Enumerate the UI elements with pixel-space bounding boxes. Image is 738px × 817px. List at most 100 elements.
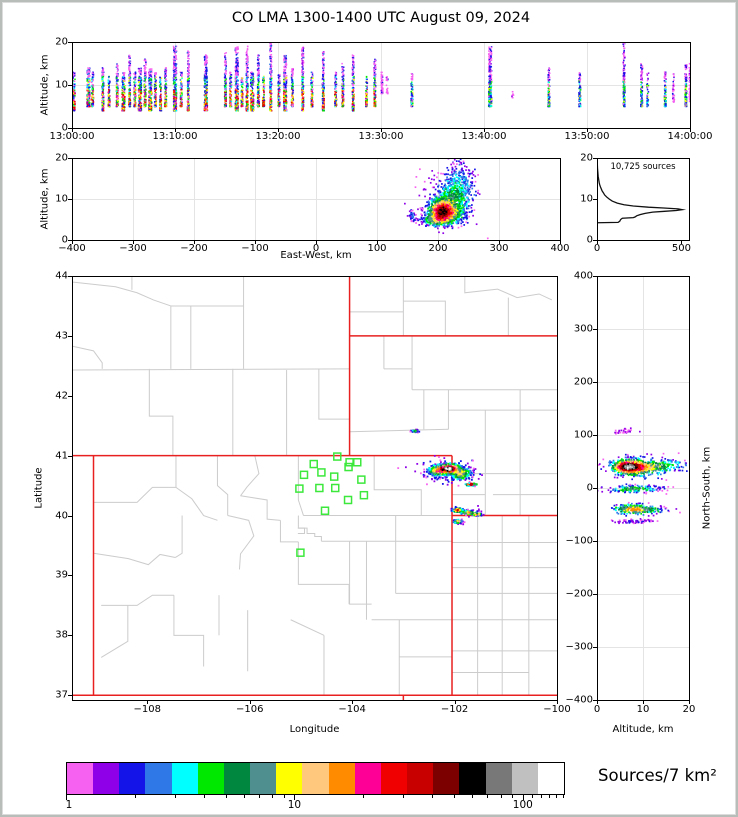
colorbar-segment [197, 763, 224, 794]
colorbar-segment [380, 763, 408, 794]
colorbar-segment [354, 763, 381, 794]
colorbar-segment [171, 763, 198, 794]
ns-panel-ylabel: North-South, km [701, 446, 713, 530]
colorbar-segment [223, 763, 251, 794]
ns-y-tick-label: −100 [565, 535, 593, 547]
colorbar-minor-tick [454, 795, 456, 798]
colorbar-segment [485, 763, 512, 794]
map-y-tick-label: 37 [55, 689, 68, 701]
ew-x-tick-label: 300 [489, 243, 509, 254]
colorbar-minor-tick [134, 795, 136, 798]
colorbar-segment [67, 763, 94, 794]
colorbar-minor-tick [363, 795, 365, 798]
colorbar-minor-tick [540, 795, 542, 798]
map-y-tick-label: 42 [55, 390, 68, 402]
map-xlabel: Longitude [289, 724, 340, 735]
map-y-tick-label: 40 [55, 510, 68, 522]
colorbar-segment [328, 763, 355, 794]
colorbar-minor-tick [500, 795, 502, 798]
colorbar-tick-label: 100 [512, 799, 533, 811]
map-x-tick-label: −108 [133, 704, 162, 715]
ns-y-tick-label: 100 [573, 429, 593, 441]
colorbar-tick-label: 10 [287, 799, 302, 811]
colorbar-major-tick [522, 795, 524, 800]
time-x-tick-label: 13:40:00 [461, 131, 507, 142]
ns-x-tick-label: 20 [682, 704, 696, 715]
hist-y-tick-label: 10 [580, 193, 593, 205]
ew-x-tick-label: 400 [550, 243, 570, 254]
colorbar-major-tick [66, 795, 67, 800]
colorbar-minor-tick [243, 795, 245, 798]
map-y-tick-label: 44 [55, 270, 68, 282]
colorbar-minor-tick [532, 795, 534, 798]
colorbar-minor-tick [548, 795, 550, 798]
colorbar-minor-tick [563, 795, 565, 798]
map-x-tick-label: −106 [235, 704, 264, 715]
colorbar-segment [433, 763, 460, 794]
colorbar-minor-tick [272, 795, 274, 798]
ew-x-tick-label: 100 [367, 243, 387, 254]
colorbar [66, 762, 565, 795]
map-x-tick-label: −102 [440, 704, 469, 715]
time-x-tick-label: 13:20:00 [255, 131, 301, 142]
colorbar-minor-tick [225, 795, 227, 798]
ew-x-tick-label: −400 [58, 243, 86, 254]
ew-panel-xlabel: East-West, km [280, 250, 352, 261]
colorbar-minor-tick [174, 795, 176, 798]
colorbar-tick-label: 1 [65, 799, 73, 811]
ew-x-tick-label: 0 [312, 243, 320, 254]
time-y-tick-label: 10 [55, 79, 68, 91]
map-y-tick-label: 41 [55, 450, 68, 462]
colorbar-segment [459, 763, 486, 794]
colorbar-minor-tick [487, 795, 489, 798]
ew-y-tick-label: 0 [61, 234, 68, 246]
colorbar-segment [93, 763, 120, 794]
time-panel-ylabel: Altitude, km [39, 54, 51, 116]
ns-x-tick-label: 10 [636, 704, 650, 715]
map-y-tick-label: 43 [55, 330, 68, 342]
colorbar-segment [511, 763, 538, 794]
colorbar-segment [250, 763, 277, 794]
colorbar-segment [407, 763, 434, 794]
ew-y-tick-label: 10 [55, 193, 68, 205]
hist-y-tick-label: 20 [580, 152, 593, 164]
colorbar-minor-tick [403, 795, 405, 798]
ns-y-tick-label: 200 [573, 376, 593, 388]
colorbar-segment [276, 763, 303, 794]
colorbar-segment [145, 763, 172, 794]
time-x-tick-label: 13:50:00 [564, 131, 610, 142]
colorbar-major-tick [294, 795, 296, 800]
time-x-tick-label: 13:10:00 [152, 131, 198, 142]
colorbar-minor-tick [431, 795, 433, 798]
ew-x-tick-label: −300 [119, 243, 147, 254]
ns-y-tick-label: −200 [565, 588, 593, 600]
ew-x-tick-label: −100 [241, 243, 269, 254]
ns-y-tick-label: 400 [573, 270, 593, 282]
hist-y-tick-label: 0 [586, 234, 593, 246]
map-y-tick-label: 38 [55, 629, 68, 641]
colorbar-minor-tick [556, 795, 558, 798]
colorbar-minor-tick [259, 795, 261, 798]
ew-x-tick-label: −200 [180, 243, 208, 254]
time-x-tick-label: 13:30:00 [358, 131, 404, 142]
ns-y-tick-label: −400 [565, 694, 593, 706]
colorbar-label: Sources/7 km² [598, 766, 717, 785]
colorbar-segment [537, 763, 564, 794]
time-x-tick-label: 13:00:00 [49, 131, 95, 142]
ew-y-tick-label: 20 [55, 152, 68, 164]
colorbar-minor-tick [472, 795, 474, 798]
colorbar-ticks [66, 795, 565, 801]
map-ylabel: Latitude [33, 467, 45, 509]
source-count-annotation: 10,725 sources [610, 162, 676, 172]
figure-title: CO LMA 1300-1400 UTC August 09, 2024 [231, 10, 531, 26]
colorbar-segment [302, 763, 329, 794]
hist-x-tick-label: 0 [593, 243, 601, 254]
ns-y-tick-label: −300 [565, 641, 593, 653]
map-y-tick-label: 39 [55, 569, 68, 581]
colorbar-segment [119, 763, 146, 794]
ns-y-tick-label: 0 [586, 482, 593, 494]
hist-x-tick-label: 500 [671, 243, 691, 254]
time-y-tick-label: 0 [61, 122, 68, 134]
